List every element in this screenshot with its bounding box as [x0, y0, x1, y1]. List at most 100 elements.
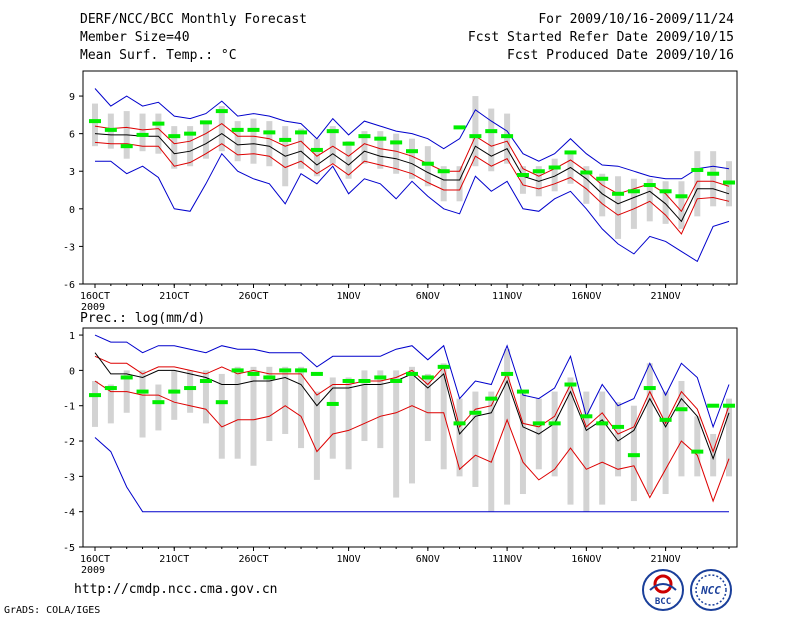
median-marker	[501, 134, 514, 139]
spread-box	[599, 391, 606, 505]
median-marker	[564, 382, 577, 387]
x-tick-label: 1NOV	[337, 291, 361, 302]
y-tick-label: 0	[69, 205, 75, 216]
median-marker	[627, 189, 640, 194]
spread-box	[234, 366, 241, 459]
start-date: Fcst Started Refer Date 2009/10/15	[467, 30, 734, 45]
median-marker	[627, 453, 640, 458]
bcc-logo: BCC	[640, 568, 686, 612]
median-marker	[310, 371, 323, 376]
median-marker	[231, 127, 244, 132]
median-marker	[675, 407, 688, 412]
spread-box	[313, 138, 320, 177]
median-marker	[199, 378, 212, 383]
spread-box	[393, 133, 400, 174]
median-marker	[469, 410, 482, 415]
spread-box	[456, 166, 463, 202]
chart-title: DERF/NCC/BCC Monthly Forecast	[80, 12, 307, 27]
spread-box	[298, 366, 305, 449]
y-tick-label: -3	[63, 472, 75, 483]
spread-box	[662, 181, 669, 224]
median-marker	[89, 393, 101, 398]
median-marker	[310, 147, 323, 152]
spread-box	[504, 113, 511, 164]
spread-box	[424, 146, 431, 187]
spread-box	[409, 366, 415, 484]
ncc-logo-icon: NCC	[690, 569, 732, 611]
median-marker	[723, 403, 735, 408]
median-marker	[453, 125, 466, 130]
spread-box	[202, 121, 209, 159]
grads-credit: GrADS: COLA/IGES	[4, 605, 101, 616]
median-marker	[184, 131, 197, 136]
median-marker	[643, 386, 656, 391]
x-tick-label: 6NOV	[416, 291, 440, 302]
bcc-logo-text: BCC	[655, 597, 671, 607]
median-marker	[342, 378, 355, 383]
spread-box	[266, 366, 273, 442]
series-lower-line	[94, 141, 730, 235]
median-marker	[485, 129, 498, 134]
median-marker	[548, 421, 561, 426]
spread-box	[250, 366, 257, 466]
x-tick-label: 21NOV	[651, 554, 681, 565]
spread-box	[678, 380, 685, 477]
median-marker	[168, 389, 181, 394]
ncc-logo: NCC	[688, 568, 734, 612]
spread-box	[409, 138, 415, 179]
spread-box	[504, 349, 511, 505]
spread-box	[488, 391, 495, 512]
spread-box	[646, 363, 653, 495]
spread-box	[202, 370, 209, 424]
median-marker	[675, 194, 688, 199]
spread-box	[92, 103, 98, 147]
spread-box	[234, 121, 241, 162]
series-max-line	[94, 88, 730, 180]
y-tick-label: -2	[63, 437, 75, 448]
spread-box	[424, 373, 431, 442]
spread-box	[694, 151, 701, 217]
x-tick-label: 16NOV	[571, 554, 601, 565]
median-marker	[707, 171, 720, 176]
median-marker	[120, 375, 133, 380]
median-marker	[326, 129, 339, 134]
x-tick-label: 1NOV	[337, 554, 361, 565]
member-size: Member Size=40	[80, 30, 190, 45]
plot-frame	[82, 327, 738, 548]
spread-box	[313, 391, 320, 480]
median-marker	[136, 389, 149, 394]
median-marker	[104, 386, 117, 391]
median-marker	[295, 368, 308, 373]
spread-box	[615, 176, 622, 239]
y-tick-label: 3	[69, 167, 75, 178]
x-tick-label: 21NOV	[651, 291, 681, 302]
spread-box	[345, 141, 352, 179]
median-marker	[485, 396, 498, 401]
median-marker	[612, 424, 625, 429]
median-marker	[374, 136, 387, 141]
source-url[interactable]: http://cmdp.ncc.cma.gov.cn	[74, 582, 278, 597]
x-year-label: 2009	[81, 302, 105, 313]
median-marker	[548, 165, 561, 170]
spread-box	[694, 416, 701, 477]
median-marker	[152, 400, 165, 405]
x-tick-label: 21OCT	[159, 291, 189, 302]
median-marker	[453, 421, 466, 426]
spread-box	[393, 370, 400, 498]
prec-panel: 1 0 -1 -2 -3 -4 -5 16OCT 21OCT 26OCT 1NOV 6NOV 11NOV…	[63, 327, 738, 576]
median-marker	[580, 170, 593, 175]
median-marker	[374, 375, 387, 380]
spread-box	[187, 370, 194, 413]
median-marker	[342, 141, 355, 146]
median-marker	[104, 127, 117, 132]
spread-box	[155, 384, 162, 431]
median-marker	[437, 169, 450, 174]
median-marker	[596, 176, 609, 181]
spread-box	[218, 106, 225, 152]
y-tick-label: -6	[63, 280, 75, 291]
median-marker	[247, 371, 260, 376]
series-min-line	[94, 437, 729, 513]
median-marker	[89, 119, 101, 124]
spread-box	[551, 391, 558, 477]
